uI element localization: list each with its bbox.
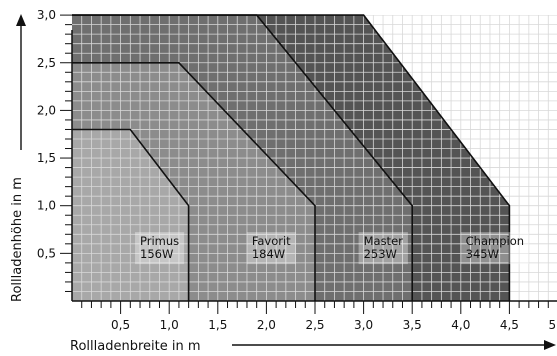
boundary-master — [72, 14, 414, 301]
y-axis-ticks: 0,5 1,0 1,5 2,0 2,5 3,0 — [37, 8, 72, 292]
boundary-primus — [72, 128, 190, 301]
y-tick-label: 3,0 — [37, 8, 56, 22]
label-box — [358, 232, 408, 265]
region-name: Champion — [466, 234, 524, 248]
region-name: Primus — [140, 234, 179, 248]
x-tick-label: 0,5 — [111, 318, 130, 332]
y-tick-label: 1,0 — [37, 199, 56, 213]
region-power: 156W — [140, 247, 173, 261]
y-axis-title: Rollladenhöhe in m — [10, 177, 25, 302]
y-tick-label: 0,5 — [37, 246, 56, 260]
label-box — [460, 232, 530, 265]
y-axis-arrow-head — [16, 14, 26, 26]
x-tick-label: 4,0 — [451, 318, 470, 332]
boundary-lines — [72, 14, 511, 301]
x-axis-ticks: 0,5 1,0 1,5 2,0 2,5 3,0 3,5 4,0 4,5 5,0 — [81, 301, 557, 332]
region-power: 184W — [252, 247, 285, 261]
y-tick-label: 2,5 — [37, 56, 56, 70]
x-tick-label: 4,5 — [500, 318, 519, 332]
x-tick-label: 1,5 — [208, 318, 227, 332]
y-tick-label: 2,0 — [37, 103, 56, 117]
x-tick-label: 3,5 — [403, 318, 422, 332]
y-tick-label: 1,5 — [37, 151, 56, 165]
x-axis-arrow-head — [544, 340, 556, 350]
region-name: Master — [364, 234, 404, 248]
x-tick-label: 2,0 — [257, 318, 276, 332]
boundary-favorit — [72, 61, 316, 301]
x-tick-label: 3,0 — [354, 318, 373, 332]
label-box — [246, 232, 296, 265]
x-axis-title: Rollladenbreite in m — [70, 339, 201, 354]
x-tick-label: 2,5 — [305, 318, 324, 332]
x-tick-label: 1,0 — [160, 318, 179, 332]
region-power: 345W — [466, 247, 499, 261]
x-tick-label: 5,0 — [548, 318, 557, 332]
label-box — [135, 232, 185, 265]
region-name: Favorit — [252, 234, 291, 248]
region-power: 253W — [364, 247, 397, 261]
